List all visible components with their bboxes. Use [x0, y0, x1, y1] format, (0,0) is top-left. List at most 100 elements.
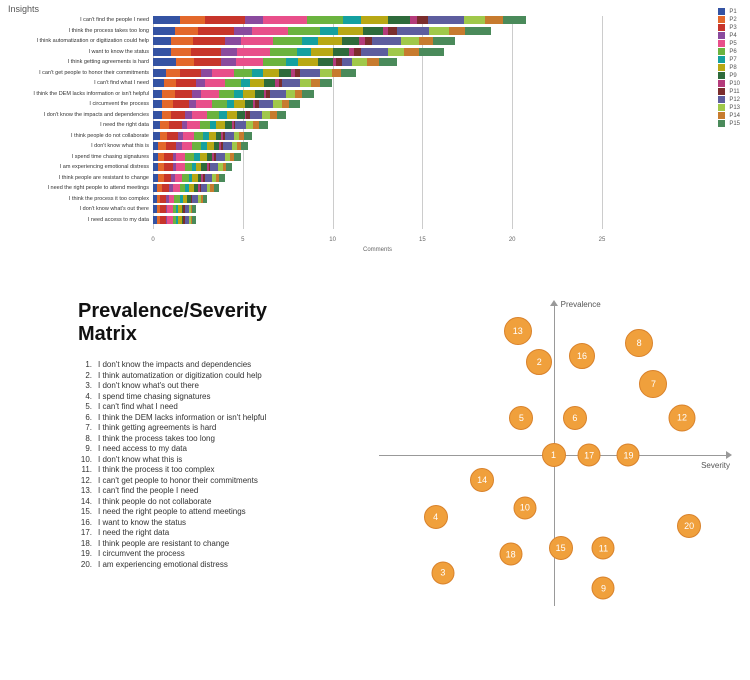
bar-row-label: I can't get people to honor their commit… [8, 70, 153, 76]
bar-segment [201, 90, 219, 98]
bar-segment [365, 37, 372, 45]
matrix-list-text: I don't know the impacts and dependencie… [98, 360, 251, 369]
bar-segment [180, 16, 205, 24]
legend-item: P15 [718, 120, 740, 127]
bar-segment [187, 121, 200, 129]
legend-item: P11 [718, 88, 740, 95]
bar-segment [318, 37, 341, 45]
bar-segment [153, 132, 160, 140]
matrix-bubble: 6 [563, 406, 587, 430]
bar-row: I need the right data [153, 121, 268, 129]
matrix-list-number: 4. [78, 392, 98, 401]
bar-segment [219, 174, 224, 182]
bar-row-label: I am experiencing emotional distress [8, 164, 153, 170]
bar-segment [216, 153, 225, 161]
bar-segment [298, 58, 318, 66]
matrix-list-text: I need the right people to attend meetin… [98, 507, 246, 516]
bar-segment [164, 174, 171, 182]
bar-segment [164, 163, 173, 171]
bar-segment [318, 58, 332, 66]
bar-segment [153, 27, 175, 35]
bar-segment [465, 27, 490, 35]
bar-segment [419, 48, 444, 56]
bar-segment [343, 16, 361, 24]
bar-segment [341, 69, 355, 77]
bar-row-label: I need access to my data [8, 217, 153, 223]
bar-row: I think people do not collaborate [153, 132, 252, 140]
bar-segment [342, 58, 353, 66]
matrix-bubble: 7 [639, 370, 667, 398]
legend-label: P3 [729, 25, 736, 31]
x-tick-label: 10 [329, 237, 336, 243]
bar-segment [173, 184, 180, 192]
bar-row-label: I need the right data [8, 122, 153, 128]
bar-segment [169, 121, 182, 129]
bar-segment [196, 100, 212, 108]
bar-segment [153, 121, 160, 129]
bar-segment [419, 37, 433, 45]
bar-segment [246, 121, 253, 129]
bar-segment [245, 16, 263, 24]
bar-row: I spend time chasing signatures [153, 153, 241, 161]
bar-row-label: I want to know the status [8, 49, 153, 55]
bar-row: I think the DEM lacks information or isn… [153, 90, 314, 98]
bar-row-label: I can't find what I need [8, 80, 153, 86]
bar-segment [279, 69, 292, 77]
matrix-list-item: 7.I think getting agreements is hard [78, 423, 375, 432]
bar-segment [273, 100, 282, 108]
bar-segment [237, 111, 244, 119]
bar-segment [205, 16, 245, 24]
bar-segment [153, 58, 176, 66]
bar-segment [167, 132, 178, 140]
bar-segment [282, 100, 289, 108]
bar-segment [182, 142, 193, 150]
matrix-list-number: 12. [78, 476, 98, 485]
bar-segment [286, 90, 295, 98]
legend-swatch-icon [718, 88, 725, 95]
matrix-list-number: 18. [78, 539, 98, 548]
matrix-title-line1: Prevalence/Severity [78, 300, 267, 322]
matrix-list-text: I can't find the people I need [98, 486, 198, 495]
bar-segment [216, 121, 225, 129]
bar-segment [277, 111, 286, 119]
bar-segment [417, 16, 428, 24]
bar-segment [194, 58, 221, 66]
bar-segment [192, 90, 201, 98]
bar-segment [176, 163, 185, 171]
bar-row: I think the process takes too long [153, 27, 491, 35]
grid-line [512, 16, 513, 229]
bar-segment [300, 69, 320, 77]
bar-segment [311, 48, 333, 56]
matrix-list-item: 1.I don't know the impacts and dependenc… [78, 360, 375, 369]
bar-segment [241, 79, 250, 87]
matrix-list-item: 6.I think the DEM lacks information or i… [78, 413, 375, 422]
bar-segment [192, 205, 196, 213]
bar-row: I need the right people to attend meetin… [153, 184, 219, 192]
bar-row-label: I think people are resistant to change [8, 175, 153, 181]
matrix-list-number: 10. [78, 455, 98, 464]
bar-segment [297, 48, 311, 56]
bar-segment [221, 58, 235, 66]
bar-segment [171, 48, 191, 56]
bar-segment [295, 90, 302, 98]
bar-segment [176, 153, 185, 161]
bar-segment [241, 142, 248, 150]
bar-row-label: I don't know what this is [8, 143, 153, 149]
legend-item: P4 [718, 32, 740, 39]
bar-segment [189, 100, 196, 108]
matrix-bubble: 3 [431, 561, 454, 584]
bar-segment [464, 16, 486, 24]
bar-segment [428, 16, 464, 24]
matrix-bubble: 18 [499, 543, 522, 566]
matrix-list-text: I need access to my data [98, 444, 187, 453]
prevalence-axis-arrow-icon [550, 300, 558, 306]
severity-axis-arrow-icon [726, 451, 732, 459]
bar-segment [193, 37, 225, 45]
matrix-list-text: I don't know what this is [98, 455, 182, 464]
bar-segment [182, 174, 189, 182]
legend-item: P13 [718, 104, 740, 111]
bar-segment [203, 195, 207, 203]
bar-segment [429, 27, 449, 35]
bar-segment [200, 153, 207, 161]
legend-swatch-icon [718, 8, 725, 15]
